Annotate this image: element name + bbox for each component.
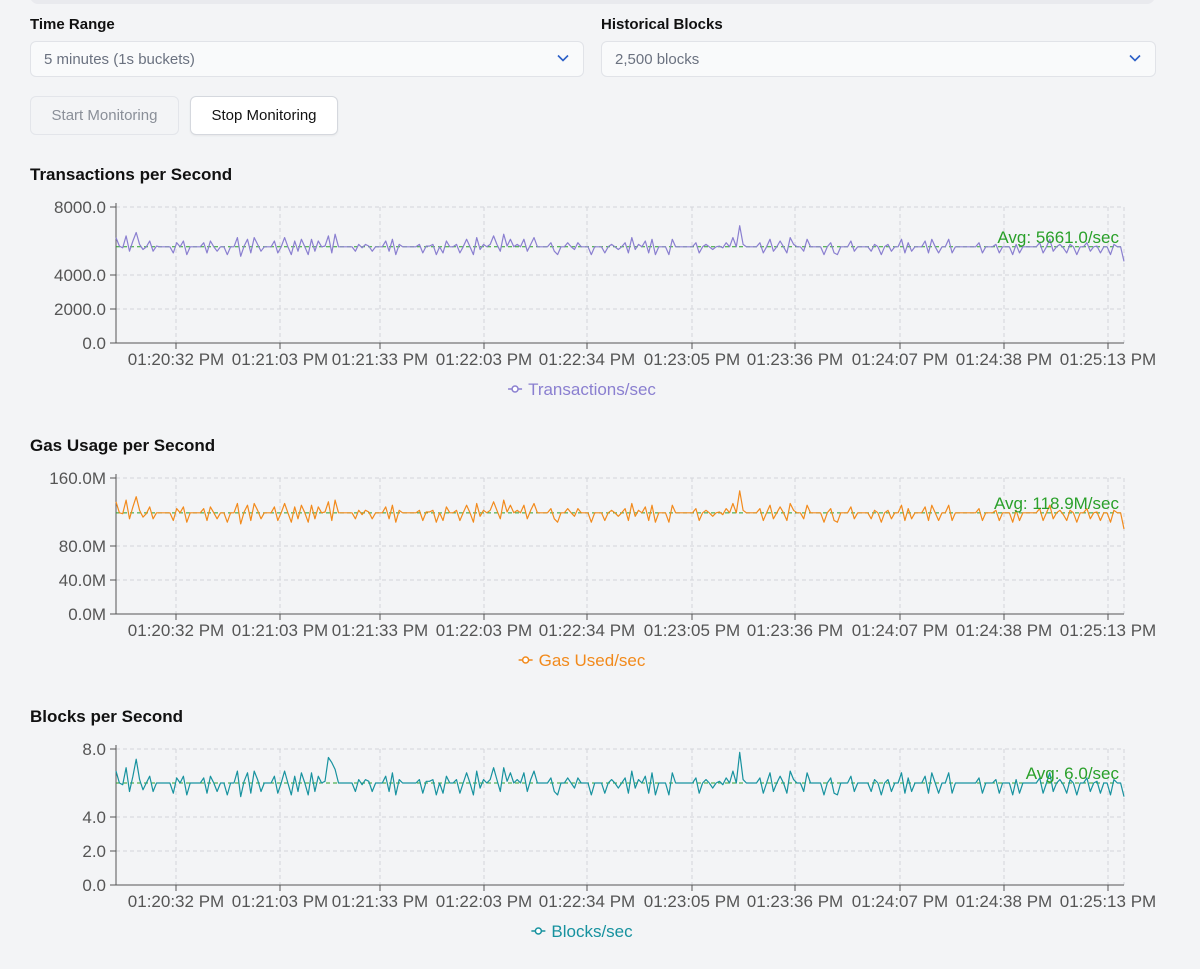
average-label: Avg: 118.9M/sec xyxy=(994,494,1120,513)
y-tick-label: 160.0M xyxy=(49,469,106,488)
x-tick-label: 01:21:03 PM xyxy=(232,892,328,911)
historical-blocks-value: 2,500 blocks xyxy=(615,50,700,68)
x-tick-label: 01:22:34 PM xyxy=(539,892,635,911)
gas-chart: 0.0M 40.0M 80.0M 160.0M 01:20:32 PM 01:21:03 … xyxy=(49,469,1156,670)
time-range-label: Time Range xyxy=(30,16,115,33)
tps-chart-title: Transactions per Second xyxy=(30,165,233,184)
y-tick-label: 40.0M xyxy=(59,571,106,590)
x-tick-label: 01:22:34 PM xyxy=(539,621,635,640)
top-panel-edge xyxy=(30,0,1155,4)
x-tick-label: 01:25:13 PM xyxy=(1060,621,1156,640)
x-tick-label: 01:24:07 PM xyxy=(852,892,948,911)
legend-label: Transactions/sec xyxy=(528,380,656,399)
historical-blocks-label: Historical Blocks xyxy=(601,16,723,33)
gas-chart-title: Gas Usage per Second xyxy=(30,436,216,455)
grid xyxy=(116,206,1125,344)
chevron-down-icon xyxy=(1129,54,1141,62)
x-tick-label: 01:22:03 PM xyxy=(436,892,532,911)
x-tick-label: 01:20:32 PM xyxy=(128,350,224,369)
grid xyxy=(116,477,1125,615)
legend-label: Blocks/sec xyxy=(551,922,633,941)
x-tick-label: 01:23:05 PM xyxy=(644,892,740,911)
x-tick-label: 01:21:33 PM xyxy=(332,892,428,911)
y-tick-label: 0.0M xyxy=(68,605,106,624)
x-tick-label: 01:22:03 PM xyxy=(436,350,532,369)
legend-marker-icon xyxy=(534,927,543,935)
blocks-chart-title: Blocks per Second xyxy=(30,707,184,726)
stop-monitoring-button[interactable]: Stop Monitoring xyxy=(190,96,338,135)
legend[interactable]: Gas Used/sec xyxy=(518,651,646,670)
legend-marker-icon xyxy=(511,385,519,393)
y-tick-label: 8.0 xyxy=(82,740,106,759)
x-tick-label: 01:23:36 PM xyxy=(747,892,843,911)
x-tick-label: 01:22:03 PM xyxy=(436,621,532,640)
legend-label: Gas Used/sec xyxy=(539,651,646,670)
time-range-select[interactable]: 5 minutes (1s buckets) xyxy=(30,41,584,77)
x-tick-label: 01:23:05 PM xyxy=(644,621,740,640)
time-range-value: 5 minutes (1s buckets) xyxy=(44,50,195,68)
gas-series-line xyxy=(115,490,1125,530)
x-tick-label: 01:20:32 PM xyxy=(128,621,224,640)
x-tick-label: 01:22:34 PM xyxy=(539,350,635,369)
x-tick-label: 01:20:32 PM xyxy=(128,892,224,911)
x-tick-label: 01:24:07 PM xyxy=(852,621,948,640)
x-tick-label: 01:21:03 PM xyxy=(232,350,328,369)
legend[interactable]: Transactions/sec xyxy=(508,380,656,399)
tps-chart: 0.0 2000.0 4000.0 8000.0 01:20:32 PM 01:21:03… xyxy=(54,198,1156,399)
x-tick-label: 01:23:05 PM xyxy=(644,350,740,369)
start-monitoring-button[interactable]: Start Monitoring xyxy=(30,96,179,135)
x-tick-label: 01:25:13 PM xyxy=(1060,350,1156,369)
x-tick-label: 01:21:33 PM xyxy=(332,350,428,369)
y-tick-label: 0.0 xyxy=(82,876,106,895)
x-tick-label: 01:21:03 PM xyxy=(232,621,328,640)
x-tick-label: 01:24:38 PM xyxy=(956,350,1052,369)
y-tick-label: 2.0 xyxy=(82,842,106,861)
blocks-series-line xyxy=(115,751,1125,798)
x-tick-label: 01:23:36 PM xyxy=(747,621,843,640)
y-tick-label: 4000.0 xyxy=(54,266,106,285)
blocks-chart: 0.0 2.0 4.0 8.0 01:20:32 PM 01:21:03 PM 01:21:… xyxy=(82,740,1156,941)
x-tick-label: 01:25:13 PM xyxy=(1060,892,1156,911)
average-label: Avg: 6.0/sec xyxy=(1026,764,1120,783)
tps-series-line xyxy=(115,225,1125,262)
x-tick-label: 01:24:07 PM xyxy=(852,350,948,369)
x-tick-label: 01:24:38 PM xyxy=(956,621,1052,640)
x-tick-label: 01:24:38 PM xyxy=(956,892,1052,911)
legend[interactable]: Blocks/sec xyxy=(531,922,633,941)
y-tick-label: 8000.0 xyxy=(54,198,106,217)
y-tick-label: 0.0 xyxy=(82,334,106,353)
x-tick-label: 01:23:36 PM xyxy=(747,350,843,369)
grid xyxy=(116,748,1125,886)
average-label: Avg: 5661.0/sec xyxy=(997,228,1119,247)
legend-marker-icon xyxy=(521,656,530,664)
chevron-down-icon xyxy=(557,54,569,62)
y-tick-label: 4.0 xyxy=(82,808,106,827)
y-tick-label: 2000.0 xyxy=(54,300,106,319)
historical-blocks-select[interactable]: 2,500 blocks xyxy=(601,41,1156,77)
y-tick-label: 80.0M xyxy=(59,537,106,556)
x-tick-label: 01:21:33 PM xyxy=(332,621,428,640)
